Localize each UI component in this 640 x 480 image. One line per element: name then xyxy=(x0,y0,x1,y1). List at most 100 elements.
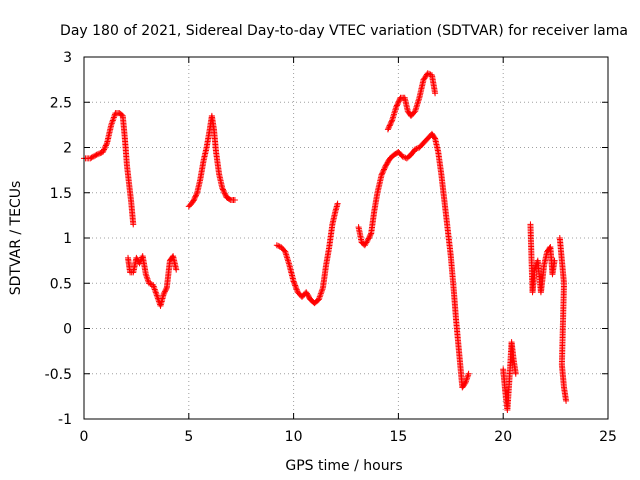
data-point xyxy=(153,290,160,297)
data-point xyxy=(316,293,323,300)
data-point xyxy=(379,170,386,177)
data-point xyxy=(108,121,115,128)
data-point xyxy=(413,145,420,152)
data-point xyxy=(293,286,300,293)
data-point xyxy=(318,289,325,296)
data-point xyxy=(426,70,433,77)
data-point xyxy=(153,292,160,299)
data-point xyxy=(110,114,117,121)
data-point xyxy=(399,153,406,160)
data-point xyxy=(395,98,402,105)
x-tick-label: 25 xyxy=(599,429,617,445)
data-point xyxy=(563,397,570,404)
x-tick-label: 15 xyxy=(389,429,407,445)
data-point xyxy=(109,117,116,124)
data-point xyxy=(102,143,109,150)
data-point xyxy=(219,185,226,192)
data-point xyxy=(101,145,108,152)
data-point xyxy=(151,285,158,292)
data-point xyxy=(385,125,392,132)
data-point xyxy=(387,121,394,128)
x-tick-label: 10 xyxy=(285,429,303,445)
data-point xyxy=(191,194,198,201)
data-point xyxy=(387,119,394,126)
data-point xyxy=(394,101,401,108)
data-point xyxy=(432,90,439,97)
data-point xyxy=(393,102,400,109)
data-point xyxy=(151,286,158,293)
y-tick-label: 2.5 xyxy=(50,95,72,111)
data-point xyxy=(100,147,107,154)
data-point xyxy=(396,97,403,104)
data-point xyxy=(378,171,385,178)
data-point xyxy=(173,266,180,273)
x-tick-label: 0 xyxy=(80,429,89,445)
data-point xyxy=(143,272,150,279)
data-point xyxy=(291,281,298,288)
data-point xyxy=(192,192,199,199)
data-point xyxy=(292,282,299,289)
data-point xyxy=(145,280,152,287)
data-point xyxy=(317,290,324,297)
data-point xyxy=(162,287,169,294)
data-point xyxy=(110,115,117,122)
data-point xyxy=(231,196,238,203)
data-point xyxy=(424,70,431,77)
data-point xyxy=(101,146,108,153)
data-point xyxy=(464,373,471,380)
axis-ticks: 0 5 10 15 20 25 3 2.5 2 1.5 1 0.5 0 -0.5 -1 xyxy=(45,50,617,445)
data-point xyxy=(147,280,154,287)
data-point xyxy=(395,99,402,106)
y-tick-label: 3 xyxy=(63,50,72,66)
data-point xyxy=(381,165,388,172)
data-point xyxy=(388,118,395,125)
data-point xyxy=(190,197,197,204)
data-point xyxy=(412,146,419,153)
data-point xyxy=(88,154,95,161)
data-point xyxy=(380,167,387,174)
data-point xyxy=(365,236,372,243)
data-point xyxy=(221,189,228,196)
data-point xyxy=(103,141,110,148)
y-tick-label: 0.5 xyxy=(50,276,72,292)
data-point xyxy=(319,286,326,293)
data-point xyxy=(220,187,227,194)
data-point xyxy=(222,191,229,198)
data-point xyxy=(293,285,300,292)
data-point xyxy=(160,291,167,298)
data-point xyxy=(144,275,151,282)
x-tick-label: 5 xyxy=(184,429,193,445)
y-tick-label: 1 xyxy=(63,231,72,247)
data-point xyxy=(97,150,104,157)
data-point xyxy=(163,286,170,293)
data-point xyxy=(150,283,157,290)
data-point xyxy=(273,242,280,249)
data-point xyxy=(152,289,159,296)
data-point xyxy=(291,279,298,286)
data-point xyxy=(315,296,322,303)
data-point xyxy=(364,238,371,245)
data-point xyxy=(92,152,99,159)
data-point xyxy=(91,153,98,160)
data-point xyxy=(365,235,372,242)
data-point xyxy=(193,191,200,198)
data-point xyxy=(102,142,109,149)
plot-frame xyxy=(83,56,609,420)
chart-title: Day 180 of 2021, Sidereal Day-to-day VTE… xyxy=(60,23,628,39)
y-tick-label: -1 xyxy=(58,412,72,428)
data-point xyxy=(161,288,168,295)
data-point xyxy=(386,122,393,129)
data-point xyxy=(512,370,519,377)
data-point xyxy=(89,153,96,160)
data-point xyxy=(109,118,116,125)
data-point xyxy=(189,198,196,205)
y-axis-label: SDTVAR / TECUs xyxy=(8,181,24,296)
y-tick-label: -0.5 xyxy=(45,367,72,383)
data-points xyxy=(81,70,570,413)
data-point xyxy=(150,282,157,289)
data-point xyxy=(221,190,228,197)
data-point xyxy=(551,257,558,264)
data-point xyxy=(96,150,103,157)
data-point xyxy=(275,242,282,249)
data-point xyxy=(192,193,199,200)
